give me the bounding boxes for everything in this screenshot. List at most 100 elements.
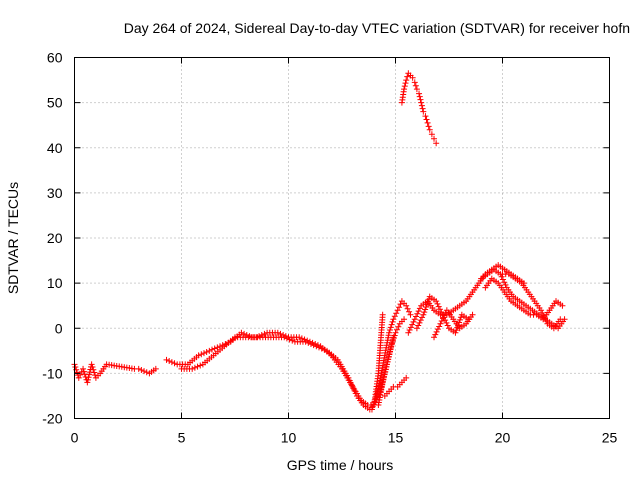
data-point	[85, 374, 92, 381]
data-point	[417, 96, 424, 103]
data-point	[375, 382, 382, 389]
data-point	[89, 364, 96, 371]
data-point	[440, 315, 447, 322]
x-tick-label: 0	[71, 430, 79, 446]
data-point	[416, 93, 423, 100]
data-point	[373, 390, 380, 397]
data-point	[407, 324, 414, 331]
data-point	[389, 318, 396, 325]
data-point	[431, 334, 438, 341]
data-point	[425, 123, 432, 130]
x-tick-label: 5	[178, 430, 186, 446]
data-point	[432, 331, 439, 338]
data-point	[389, 340, 396, 347]
data-point	[374, 387, 381, 394]
data-point	[371, 398, 378, 405]
y-tick-label: -10	[42, 365, 62, 381]
data-point	[396, 304, 403, 311]
data-point	[350, 385, 357, 392]
data-point	[437, 306, 444, 313]
data-point	[80, 365, 87, 372]
data-point	[368, 406, 375, 413]
data-point	[434, 300, 441, 307]
data-point	[426, 126, 433, 133]
data-point	[412, 82, 419, 89]
data-point	[389, 337, 396, 344]
data-points	[71, 70, 568, 413]
data-point	[403, 77, 410, 84]
data-point	[388, 321, 395, 328]
data-point	[380, 376, 387, 383]
y-tick-label: 60	[47, 50, 63, 66]
data-point	[256, 333, 263, 340]
data-point	[402, 80, 409, 87]
y-tick-label: 10	[47, 275, 63, 291]
data-point	[390, 316, 397, 323]
data-point	[383, 361, 390, 368]
data-point	[418, 102, 425, 109]
data-point	[306, 338, 313, 345]
data-point	[418, 99, 425, 106]
y-tick-label: 0	[55, 320, 63, 336]
data-point	[423, 303, 430, 310]
data-point	[141, 368, 148, 375]
data-point	[415, 322, 422, 329]
data-point	[91, 369, 98, 376]
data-point	[349, 382, 356, 389]
data-point	[413, 86, 420, 93]
y-tick-label: 30	[47, 185, 63, 201]
data-point	[385, 356, 392, 363]
data-point	[84, 376, 91, 383]
data-point	[386, 351, 393, 358]
data-point	[312, 341, 319, 348]
data-point	[404, 305, 411, 312]
data-point	[406, 308, 413, 315]
data-point	[469, 311, 476, 318]
data-point	[438, 318, 445, 325]
data-point	[289, 337, 296, 344]
x-tick-label: 15	[388, 430, 404, 446]
data-point	[456, 319, 463, 326]
data-point	[420, 108, 427, 115]
data-point	[314, 342, 321, 349]
data-point	[198, 351, 205, 358]
data-point	[191, 364, 198, 371]
data-point	[379, 311, 386, 318]
data-point	[401, 86, 408, 93]
data-point	[189, 365, 196, 372]
data-point	[441, 312, 448, 319]
data-point	[419, 314, 426, 321]
data-point	[539, 309, 546, 316]
data-point	[88, 361, 95, 368]
data-point	[541, 315, 548, 322]
data-point	[434, 326, 441, 333]
data-point	[498, 273, 505, 280]
data-point	[438, 309, 445, 316]
data-point	[417, 317, 424, 324]
data-point	[416, 90, 423, 97]
data-point	[397, 301, 404, 308]
data-point	[386, 327, 393, 334]
data-point	[423, 116, 430, 123]
data-point	[394, 307, 401, 314]
data-point	[194, 363, 201, 370]
data-point	[253, 334, 260, 341]
data-point	[238, 329, 245, 336]
data-point	[401, 316, 408, 323]
data-point	[90, 366, 97, 373]
data-point	[277, 330, 284, 337]
data-point	[416, 305, 423, 312]
data-point	[433, 140, 440, 147]
data-point	[422, 113, 429, 120]
data-point	[282, 333, 289, 340]
data-point	[138, 366, 145, 373]
data-point	[437, 320, 444, 327]
x-tick-label: 25	[602, 430, 618, 446]
data-point	[424, 119, 431, 126]
data-point	[501, 279, 508, 286]
data-point	[401, 83, 408, 90]
data-point	[152, 365, 159, 372]
data-point	[557, 316, 564, 323]
data-point	[391, 332, 398, 339]
